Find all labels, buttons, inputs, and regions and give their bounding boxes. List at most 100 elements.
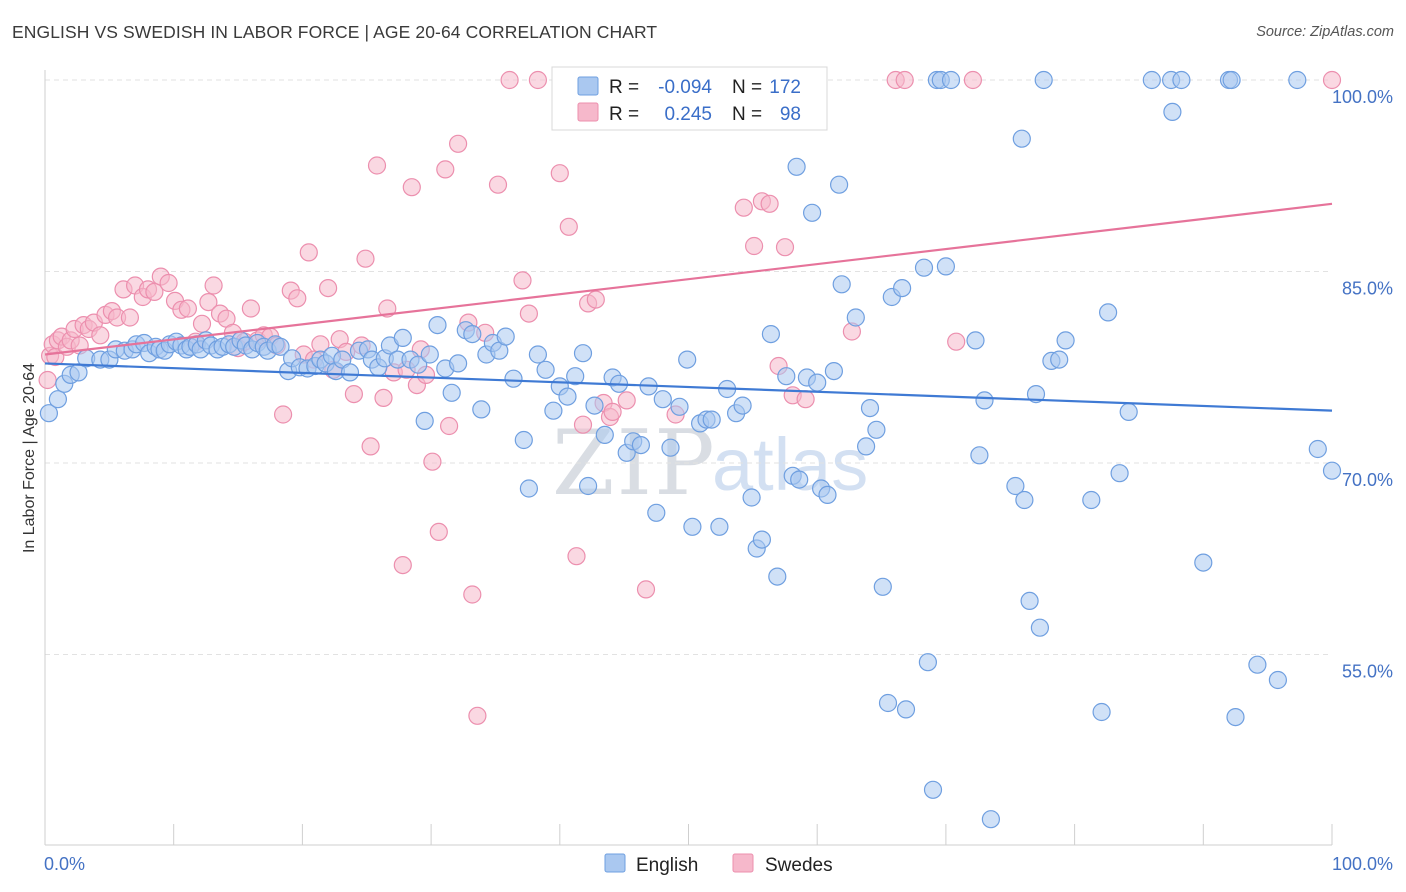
x-tick-label-min: 0.0% [44, 854, 85, 874]
english-point [1226, 707, 1245, 727]
english-point [936, 257, 956, 276]
swedes-point [429, 522, 448, 542]
english-point [802, 203, 822, 222]
swedes-point [199, 293, 218, 312]
english-point [790, 470, 809, 489]
english-point [566, 367, 585, 386]
english-point [585, 396, 604, 415]
swedes-point [488, 175, 508, 194]
legend-english-n-value: 172 [769, 77, 801, 98]
english-point [647, 503, 666, 522]
english-point [1026, 385, 1046, 404]
english-trendline [44, 362, 1333, 412]
legend-english-r-value: -0.094 [658, 77, 712, 98]
english-point [1222, 70, 1241, 90]
swedes-point [500, 70, 519, 90]
series-swedes-points [38, 70, 1342, 725]
legend-swedes-swatch [577, 102, 599, 122]
legend-swedes-n-label: N = [732, 104, 762, 125]
english-point [1268, 670, 1288, 690]
watermark-atlas: atlas [712, 423, 868, 506]
english-point [1092, 702, 1111, 722]
english-point [39, 404, 59, 423]
english-point [48, 390, 68, 409]
swedes-point [361, 437, 380, 456]
swedes-point [288, 289, 307, 308]
english-point [742, 488, 761, 507]
swedes-point [393, 555, 412, 575]
swedes-point [192, 314, 212, 333]
english-point [595, 425, 614, 444]
english-point [1288, 70, 1307, 90]
swedes-point [734, 198, 753, 217]
swedes-point [796, 390, 815, 409]
bottom-legend-swedes-swatch [732, 853, 754, 873]
english-point [1015, 490, 1034, 510]
english-point [1194, 553, 1213, 572]
swedes-point [1322, 70, 1342, 90]
trendlines [44, 202, 1333, 412]
y-tick-label: 85.0% [1342, 279, 1393, 299]
english-point [558, 387, 577, 406]
legend-swedes-n-value: 98 [780, 104, 801, 125]
legend-swedes-r-label: R = [609, 104, 639, 125]
english-point [683, 517, 702, 536]
swedes-point [775, 238, 795, 257]
swedes-point [636, 580, 656, 599]
english-point [1163, 102, 1182, 122]
english-point [1322, 461, 1342, 480]
english-point [514, 430, 533, 450]
swedes-point [356, 249, 375, 268]
english-point [867, 420, 886, 439]
swedes-point [567, 547, 586, 566]
swedes-point [760, 194, 779, 213]
english-point [504, 369, 523, 388]
swedes-point [367, 156, 387, 175]
swedes-point [299, 243, 318, 262]
english-point [653, 390, 672, 409]
english-point [975, 391, 994, 410]
swedes-point [423, 452, 442, 471]
english-point [631, 436, 651, 455]
bottom-legend-english-label: English [636, 855, 698, 876]
swedes-point [274, 405, 293, 424]
english-point [428, 316, 447, 335]
y-axis-title: In Labor Force | Age 20-64 [21, 363, 38, 553]
english-point [472, 400, 491, 419]
english-point [519, 479, 539, 498]
swedes-point [319, 279, 338, 298]
swedes-point [374, 388, 393, 407]
english-point [970, 446, 989, 465]
english-point [271, 337, 290, 356]
swedes-point [38, 370, 57, 390]
legend-swedes-r-value: 0.245 [664, 104, 712, 125]
swedes-point [402, 178, 421, 197]
english-point [981, 810, 1001, 829]
swedes-point [573, 415, 593, 434]
y-axis-tick-labels: 100.0% 85.0% 70.0% 55.0% [1332, 87, 1393, 682]
x-tick-label-max: 100.0% [1332, 854, 1393, 874]
english-point [846, 308, 865, 327]
english-point [1098, 303, 1118, 322]
english-point [409, 355, 428, 374]
swedes-point [440, 416, 459, 436]
english-point [578, 476, 598, 496]
x-axis-ticks [44, 824, 1333, 845]
english-point [442, 383, 461, 402]
swedes-point [159, 273, 178, 293]
series-english-points [39, 70, 1342, 829]
english-point [752, 530, 772, 549]
english-point [856, 437, 876, 456]
swedes-point [449, 134, 468, 153]
english-point [678, 350, 697, 369]
english-point [1082, 490, 1101, 510]
english-point [1056, 331, 1075, 350]
swedes-point [344, 385, 363, 404]
english-point [818, 485, 837, 504]
swedes-point [963, 70, 983, 90]
english-point [496, 327, 515, 346]
swedes-point [241, 299, 260, 318]
english-point [1050, 350, 1069, 369]
swedes-point [947, 332, 966, 351]
